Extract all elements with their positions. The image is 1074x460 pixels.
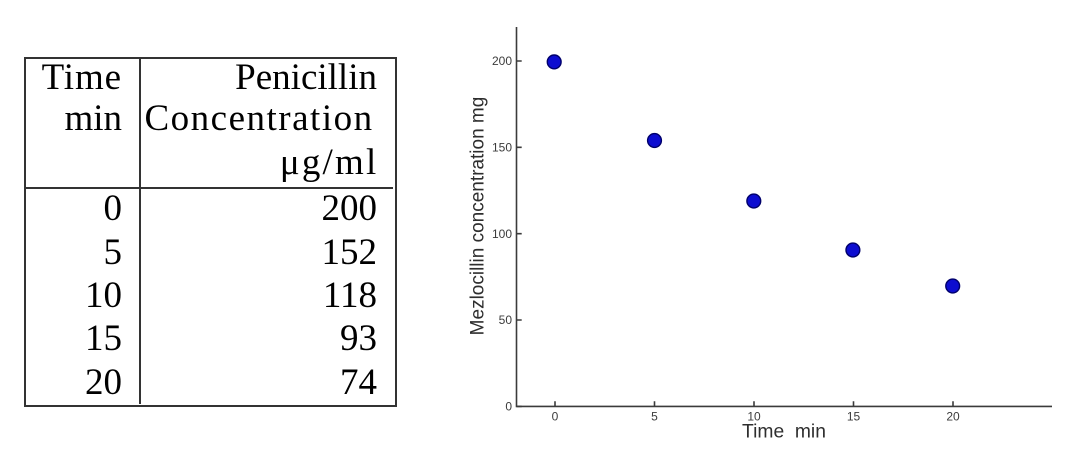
svg-text:5: 5 (651, 410, 658, 424)
svg-text:50: 50 (499, 313, 513, 327)
svg-text:100: 100 (492, 227, 512, 241)
svg-text:15: 15 (847, 410, 861, 424)
svg-text:Mezlocillin concentration mg: Mezlocillin concentration mg (468, 97, 489, 336)
svg-text:200: 200 (492, 54, 512, 68)
svg-text:10: 10 (747, 410, 761, 424)
svg-text:0: 0 (552, 410, 559, 424)
svg-text:0: 0 (505, 400, 512, 414)
svg-text:20: 20 (946, 410, 960, 424)
svg-text:Time min: Time min (742, 422, 826, 443)
svg-text:150: 150 (492, 140, 512, 154)
